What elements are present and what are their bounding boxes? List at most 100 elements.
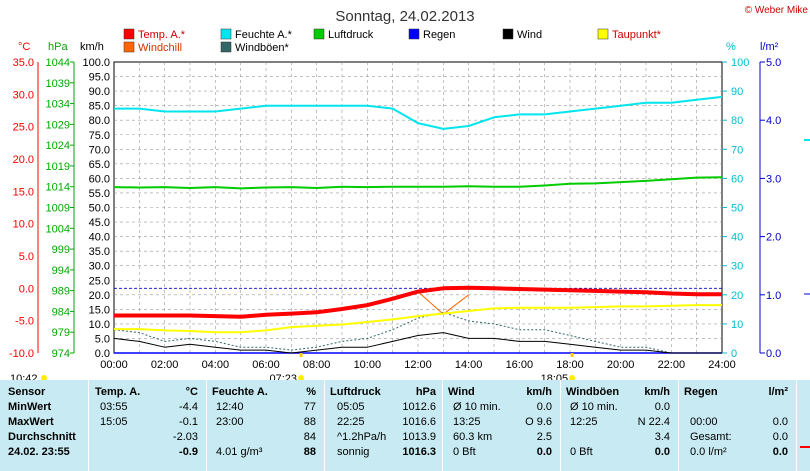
header-pressure-unit: hPa: [415, 386, 436, 398]
pressure-value: 1013.9: [402, 431, 436, 443]
wind-tick: 65.0: [89, 159, 110, 171]
axis-labels: 35.0 30.0 25.0 20.0 15.0 10.0 5.0 0.0 -5.0 -10.0 1…: [9, 57, 810, 371]
rain-tick: 3.0: [766, 173, 781, 185]
time-tick: 22:00: [658, 359, 686, 371]
pressure-value: 1016.3: [402, 446, 436, 458]
rain-value: 0.0: [772, 431, 788, 443]
copyright-text: © Weber Mike: [745, 5, 809, 16]
pressure-tick: 974: [52, 348, 70, 360]
gust-value: 3.4: [654, 431, 670, 443]
wind-tick: 25.0: [89, 275, 110, 287]
wind-value: 2.5: [536, 431, 552, 443]
temp-time: 03:55: [100, 401, 128, 413]
row-label: MinWert: [8, 401, 52, 413]
legend-swatch: [597, 28, 609, 40]
humidity-time: 12:40: [216, 401, 244, 413]
pressure-tick: 1039: [46, 78, 70, 90]
humidity-unit-label: %: [726, 41, 736, 53]
grid: [114, 62, 722, 353]
temp-tick: 15.0: [13, 186, 34, 198]
wind-tick: 60.0: [89, 173, 110, 185]
wind-tick: 75.0: [89, 130, 110, 142]
header-wind: Wind: [448, 386, 475, 398]
wind-tick: 35.0: [89, 246, 110, 258]
wind-value: 0.0: [536, 446, 552, 458]
header-humidity-unit: %: [306, 386, 316, 398]
legend-label: Taupunkt*: [612, 29, 662, 41]
humidity-time: 4.01 g/m³: [216, 446, 263, 458]
temp-tick: 0.0: [19, 283, 34, 295]
header-temp-unit: °C: [185, 386, 198, 398]
legend-label: Temp. A.*: [138, 29, 186, 41]
column-separator: [206, 380, 207, 471]
wind-value: 0.0: [536, 401, 552, 413]
legend-swatch: [220, 28, 232, 40]
pressure-tick: 1024: [46, 140, 70, 152]
column-separator: [560, 380, 561, 471]
rain-tick: 0.0: [766, 348, 781, 360]
legend-swatch: [502, 28, 514, 40]
temp-current-mark: [800, 446, 810, 448]
series-taupunkt: [114, 304, 722, 334]
pressure-time: ^1.2hPa/h: [337, 431, 387, 443]
wind-tick: 0.0: [95, 348, 110, 360]
day-start-sun-icon: [41, 375, 47, 380]
gust-value: 0.0: [654, 446, 670, 458]
pressure-tick: 979: [52, 327, 70, 339]
sunrise-sun-icon: [298, 375, 305, 380]
pressure-tick: 1034: [46, 99, 70, 111]
chart-title: Sonntag, 24.02.2013: [335, 8, 474, 25]
temp-value: -0.9: [179, 446, 198, 458]
humidity-time: 23:00: [216, 416, 244, 428]
wind-tick: 20.0: [89, 290, 110, 302]
wind-tick: 55.0: [89, 188, 110, 200]
pressure-value: 1012.6: [402, 401, 436, 413]
temp-unit-label: °C: [18, 41, 30, 53]
wind-time: 60.3 km: [453, 431, 493, 443]
wind-tick: 85.0: [89, 101, 110, 113]
legend-label: Luftdruck: [328, 29, 374, 41]
column-separator: [442, 380, 443, 471]
pressure-tick: 1029: [46, 119, 70, 131]
pressure-tick: 1019: [46, 161, 70, 173]
pressure-tick: 999: [52, 244, 70, 256]
gust-value: N 22.4: [637, 416, 670, 428]
time-tick: 24:00: [708, 359, 736, 371]
temp-tick: -5.0: [15, 316, 34, 328]
time-tick: 18:00: [556, 359, 584, 371]
temp-tick: 30.0: [13, 89, 34, 101]
wind-tick: 40.0: [89, 232, 110, 244]
wind-tick: 45.0: [89, 217, 110, 229]
time-tick: 04:00: [202, 359, 230, 371]
humidity-tick: 0: [731, 348, 737, 360]
pressure-tick: 1004: [46, 223, 70, 235]
rain-tick: 5.0: [766, 57, 781, 69]
time-tick: 16:00: [506, 359, 534, 371]
gust-time: 12:25: [570, 416, 598, 428]
row-label: 24.02. 23:55: [8, 446, 70, 458]
temp-tick: 10.0: [13, 219, 34, 231]
wind-time: 13:25: [453, 416, 481, 428]
humidity-value: 84: [303, 431, 316, 443]
temp-value: -0.1: [179, 416, 198, 428]
day-start-label: 10:42: [10, 373, 38, 380]
wind-time: Ø 10 min.: [453, 401, 501, 413]
rain-time: Gesamt:: [690, 431, 732, 443]
legend-swatch: [220, 41, 232, 53]
humidity-value: 88: [303, 416, 316, 428]
column-separator: [678, 380, 679, 471]
row-label: MaxWert: [8, 416, 54, 428]
wind-tick: 5.0: [95, 333, 110, 345]
time-tick: 08:00: [303, 359, 331, 371]
pressure-time: 22:25: [337, 416, 365, 428]
temp-value: -2.03: [172, 431, 198, 443]
rain-tick: 4.0: [766, 115, 781, 127]
rain-value: 0.0: [772, 446, 788, 458]
gust-value: 0.0: [654, 401, 670, 413]
sunset-sun-icon: [569, 375, 576, 380]
pressure-tick: 984: [52, 306, 70, 318]
pressure-tick: 1009: [46, 203, 70, 215]
rain-value: 0.0: [772, 416, 788, 428]
header-pressure: Luftdruck: [330, 386, 381, 398]
rain-time: 0.0 l/m²: [690, 446, 727, 458]
